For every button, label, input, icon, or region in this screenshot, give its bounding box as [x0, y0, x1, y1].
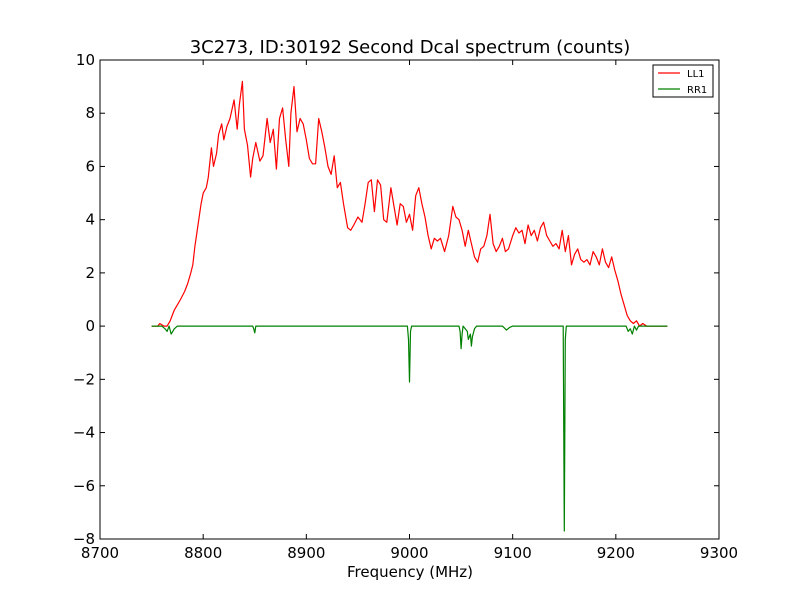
chart-title: 3C273, ID:30192 Second Dcal spectrum (co…	[190, 37, 631, 58]
y-tick-label: 6	[85, 157, 95, 175]
plot-area	[100, 60, 719, 539]
y-tick-label: −6	[73, 477, 95, 495]
y-axis: −8 −6 −4 −2 0 2 4 6 8 10	[73, 51, 719, 548]
series-line-rr1	[151, 325, 668, 532]
y-tick-label: 4	[85, 211, 95, 229]
x-tick-label: 9000	[390, 544, 428, 562]
y-tick-label: 0	[85, 317, 95, 335]
x-tick-label: 9300	[700, 544, 738, 562]
x-tick-label: 9200	[597, 544, 635, 562]
x-axis-label: Frequency (MHz)	[347, 563, 473, 581]
y-tick-label: −4	[73, 424, 95, 442]
series-line-ll1	[151, 80, 668, 327]
y-tick-label: −2	[73, 370, 95, 388]
y-tick-label: 10	[76, 51, 95, 69]
legend: LL1 RR1	[652, 64, 714, 98]
y-tick-label: 8	[85, 104, 95, 122]
x-tick-label: 8900	[287, 544, 325, 562]
legend-label-rr1: RR1	[687, 85, 707, 96]
x-tick-label: 8700	[81, 544, 119, 562]
x-tick-label: 9100	[494, 544, 532, 562]
y-tick-label: 2	[85, 264, 95, 282]
y-tick-label: −8	[73, 530, 95, 548]
legend-box	[652, 64, 714, 98]
x-axis: 8700 8800 8900 9000 9100 9200 9300	[81, 60, 738, 562]
series-layer	[151, 80, 668, 532]
x-tick-label: 8800	[184, 544, 222, 562]
legend-label-ll1: LL1	[687, 69, 705, 80]
